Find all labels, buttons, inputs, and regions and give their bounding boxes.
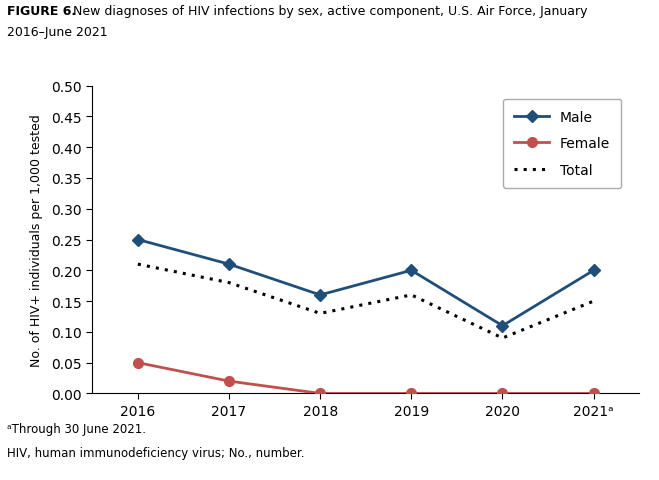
Text: New diagnoses of HIV infections by sex, active component, U.S. Air Force, Januar: New diagnoses of HIV infections by sex, … <box>69 5 588 18</box>
Female <box>590 391 598 396</box>
Total <box>590 299 598 304</box>
Total <box>134 262 142 267</box>
Text: ᵃThrough 30 June 2021.: ᵃThrough 30 June 2021. <box>7 422 146 435</box>
Line: Male: Male <box>134 236 598 330</box>
Total <box>499 336 507 341</box>
Text: FIGURE 6.: FIGURE 6. <box>7 5 76 18</box>
Female <box>316 391 324 396</box>
Male <box>407 268 415 274</box>
Line: Female: Female <box>133 358 598 398</box>
Male <box>134 237 142 243</box>
Female <box>499 391 507 396</box>
Total <box>316 311 324 317</box>
Total <box>225 280 233 286</box>
Male <box>316 292 324 298</box>
Line: Total: Total <box>138 264 594 338</box>
Female <box>134 360 142 366</box>
Text: 2016–June 2021: 2016–June 2021 <box>7 26 107 39</box>
Text: HIV, human immunodeficiency virus; No., number.: HIV, human immunodeficiency virus; No., … <box>7 446 304 459</box>
Legend: Male, Female, Total: Male, Female, Total <box>503 99 621 189</box>
Female <box>225 378 233 384</box>
Female <box>407 391 415 396</box>
Male <box>590 268 598 274</box>
Male <box>499 323 507 329</box>
Total <box>407 292 415 298</box>
Male <box>225 262 233 267</box>
Y-axis label: No. of HIV+ individuals per 1,000 tested: No. of HIV+ individuals per 1,000 tested <box>30 114 43 366</box>
